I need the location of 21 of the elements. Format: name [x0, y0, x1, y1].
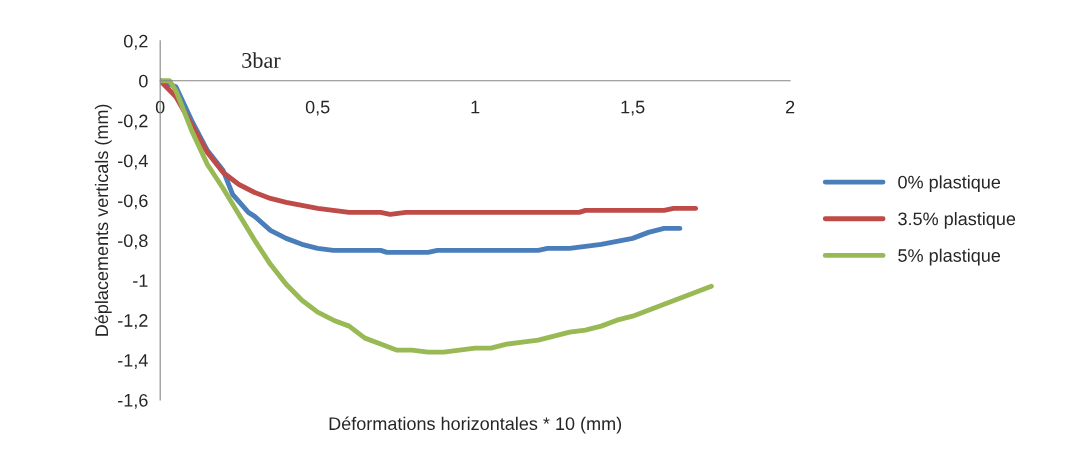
x-tick-label: 1	[471, 100, 480, 114]
y-tick-label: -0,8	[118, 234, 148, 250]
y-tick-label: -1,4	[118, 354, 148, 369]
y-tick-label: -0,4	[118, 154, 148, 170]
x-tick-label: 2	[786, 100, 795, 114]
y-tick-label: -0,6	[118, 194, 148, 210]
chart-title: 3bar	[242, 52, 281, 68]
legend-label: 0% plastique	[898, 175, 1001, 193]
y-tick-label: -1,2	[118, 314, 148, 330]
legend-label: 3.5% plastique	[898, 211, 1016, 229]
x-axis-title: Déformations horizontales * 10 (mm)	[329, 416, 622, 434]
y-tick-label: -1,6	[118, 393, 148, 409]
x-tick-label: 0,5	[305, 100, 330, 116]
y-tick-label: -0,2	[118, 114, 148, 130]
y-axis-title: Déplacements verticals (mm)	[94, 104, 112, 336]
y-tick-label: 0	[139, 74, 148, 88]
x-tick-label: 0	[155, 100, 165, 114]
x-tick-label: 1,5	[621, 100, 645, 116]
y-tick-label: 0,2	[123, 34, 148, 50]
y-tick-label: -1	[133, 274, 148, 287]
legend-label: 5% plastique	[898, 248, 1001, 266]
